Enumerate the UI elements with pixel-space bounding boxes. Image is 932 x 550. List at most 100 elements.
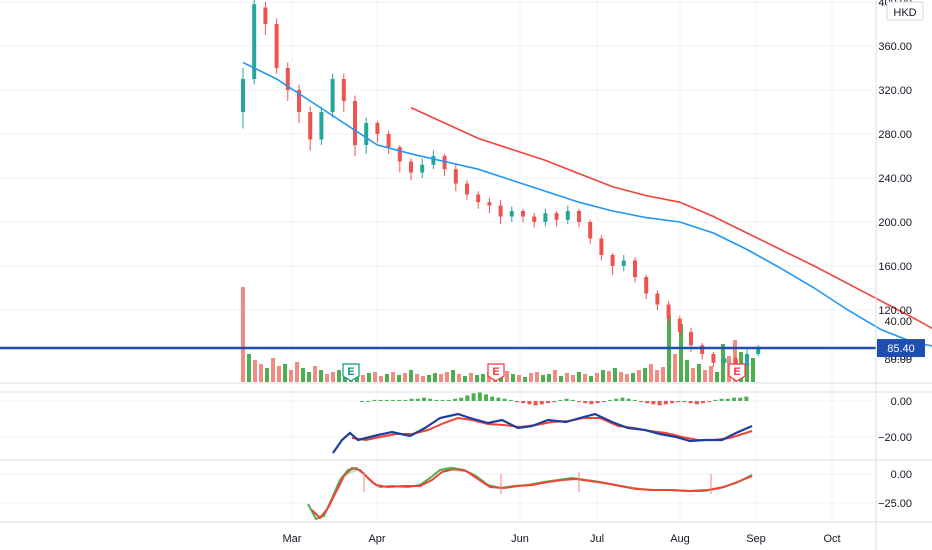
macd-histogram-bar: [676, 401, 681, 403]
macd-histogram-bar: [422, 397, 426, 401]
macd-histogram-bar: [707, 401, 712, 403]
price-tick-label: 240.00: [878, 173, 912, 185]
macd-histogram-bar: [471, 393, 476, 401]
macd-histogram-bar: [595, 401, 600, 404]
macd-histogram-bar: [440, 399, 445, 401]
price-tick-label: 160.00: [878, 261, 912, 273]
macd-histogram-bar: [515, 401, 519, 403]
volume-bar: [295, 362, 299, 382]
volume-bar: [301, 368, 305, 382]
candle-body: [431, 156, 436, 165]
earnings-badge-letter: E: [347, 366, 354, 378]
currency-badge[interactable]: HKD: [886, 1, 924, 21]
volume-bar: [685, 360, 689, 382]
volume-bar: [469, 373, 473, 382]
candles-layer: [241, 0, 761, 370]
oscillator-fast-line: [307, 466, 753, 521]
macd-histogram-bar: [508, 399, 513, 401]
grid-layer: [0, 0, 876, 520]
candle-body: [543, 213, 548, 222]
volume-bar: [709, 366, 713, 382]
macd-histogram-bar: [701, 401, 705, 404]
macd-histogram-bar: [428, 398, 433, 401]
macd-histogram-bar: [533, 401, 538, 406]
macd-histogram-bar: [601, 401, 606, 403]
earnings-badge[interactable]: E: [728, 363, 746, 382]
oscillator-fill-region: [344, 467, 360, 476]
volume-bar: [337, 370, 341, 382]
price-tick-label: 360.00: [878, 41, 912, 53]
volume-bar: [253, 360, 257, 382]
volume-bar: [361, 375, 365, 382]
macd-histogram-bar: [397, 399, 402, 401]
candle-body: [498, 205, 503, 217]
volume-bar: [721, 344, 725, 382]
macd-histogram-bar: [732, 397, 736, 401]
oscillator-fill-region: [440, 466, 464, 472]
volume-bar: [241, 287, 245, 382]
slow-moving-average-line: [410, 106, 932, 330]
macd-histogram-bar: [546, 401, 550, 404]
volume-bar: [655, 370, 659, 382]
macd-histogram-bar: [632, 399, 637, 401]
candle-body: [610, 255, 615, 266]
macd-histogram-bar: [564, 398, 569, 401]
macd-tick-label: −20.00: [878, 432, 912, 444]
volume-bar: [619, 372, 623, 382]
volume-bar: [595, 373, 599, 382]
volume-bar: [277, 366, 281, 382]
candle-body: [532, 216, 537, 222]
candle-body: [375, 123, 380, 134]
candle-body: [409, 161, 413, 173]
macd-histogram-bar: [384, 399, 389, 401]
macd-histogram-bar: [403, 399, 408, 401]
volume-bar: [547, 374, 551, 382]
volume-bar: [367, 373, 371, 382]
macd-histogram-bar: [608, 399, 612, 401]
candle-body: [297, 90, 301, 112]
macd-histogram-bar: [366, 401, 371, 402]
macd-histogram-bar: [446, 399, 451, 401]
time-tick-label: Apr: [368, 533, 385, 545]
volume-bar: [403, 373, 407, 382]
earnings-badge[interactable]: E: [487, 363, 505, 382]
oscillator-slow-line: [311, 466, 753, 520]
time-axis[interactable]: Mar Apr Jun Jul Aug Sep Oct: [283, 533, 841, 545]
volume-bar: [625, 374, 629, 382]
macd-histogram-bar: [589, 401, 594, 405]
volume-bar: [523, 377, 527, 382]
macd-histogram-bar: [496, 397, 501, 401]
macd-histogram-bar: [502, 398, 507, 401]
macd-histogram-bar: [378, 399, 383, 401]
candle-body: [487, 202, 492, 206]
time-tick-label: Oct: [823, 533, 840, 545]
macd-histogram-bar: [539, 401, 544, 405]
macd-histogram-bar: [415, 398, 420, 401]
macd-histogram-bar: [688, 401, 693, 404]
price-axis[interactable]: 400.00360.00320.00280.00240.00200.00160.…: [878, 0, 912, 510]
volume-bar: [691, 368, 695, 382]
candle-body: [521, 211, 525, 217]
macd-histogram-bar: [651, 401, 656, 405]
macd-histogram-bar: [682, 401, 687, 403]
oscillator-marker: [710, 474, 712, 494]
macd-tick-label: 0.00: [891, 396, 912, 408]
candle-body: [252, 4, 257, 80]
candle-body: [263, 7, 268, 24]
volume-bar: [247, 354, 251, 382]
volume-bar: [391, 372, 395, 382]
volume-bar: [697, 364, 701, 382]
time-tick-label: Jun: [511, 533, 529, 545]
candle-body: [274, 24, 279, 68]
earnings-badge[interactable]: E: [342, 363, 360, 382]
earnings-badge-letter: E: [733, 366, 740, 378]
macd-histogram-bar: [558, 399, 563, 401]
volume-tick-label: 40.00: [884, 316, 912, 328]
candle-body: [621, 260, 626, 266]
volume-bar: [457, 374, 461, 382]
candle-body: [397, 147, 402, 162]
volume-bar: [583, 374, 587, 382]
volume-bar: [577, 372, 581, 382]
